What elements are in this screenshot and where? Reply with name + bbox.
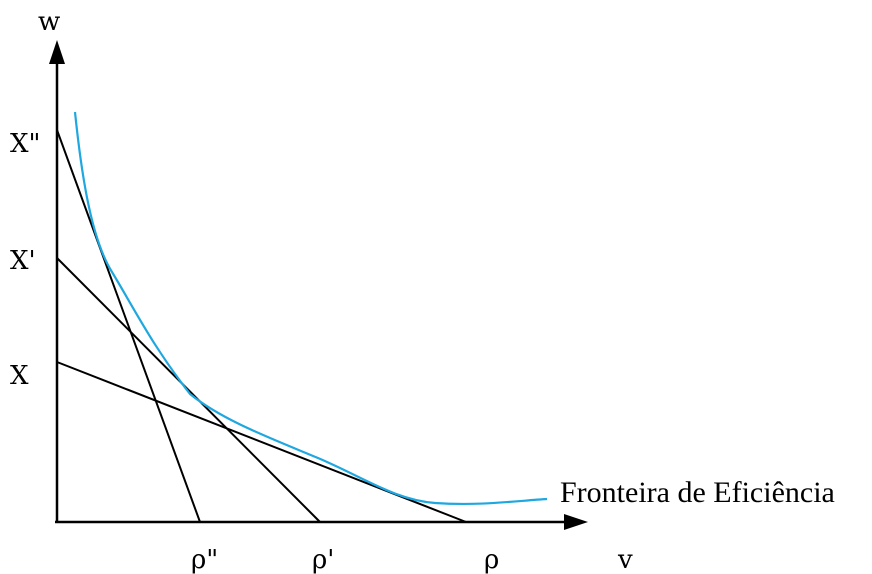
y-axis-arrowhead bbox=[49, 40, 65, 64]
x-axis-label: v bbox=[617, 545, 633, 574]
line-x-prime-to-rho-prime bbox=[56, 257, 321, 523]
x-intercept-label-rho-prime: ρ' bbox=[312, 545, 334, 574]
x-intercept-label-rho-double-prime: ρ" bbox=[191, 545, 218, 574]
efficiency-frontier-curve bbox=[73, 111, 548, 506]
x-axis-arrowhead bbox=[564, 514, 588, 530]
y-intercept-label-x-prime: X' bbox=[10, 246, 36, 276]
frontier-curve-label: Fronteira de Eficiência bbox=[560, 476, 835, 509]
y-intercept-label-x: X bbox=[10, 361, 29, 391]
y-axis-label: w bbox=[38, 7, 60, 37]
y-intercept-label-x-double-prime: X" bbox=[10, 129, 40, 159]
line-x-double-prime-to-rho-double-prime bbox=[56, 129, 201, 523]
x-intercept-label-rho: ρ bbox=[484, 545, 499, 574]
